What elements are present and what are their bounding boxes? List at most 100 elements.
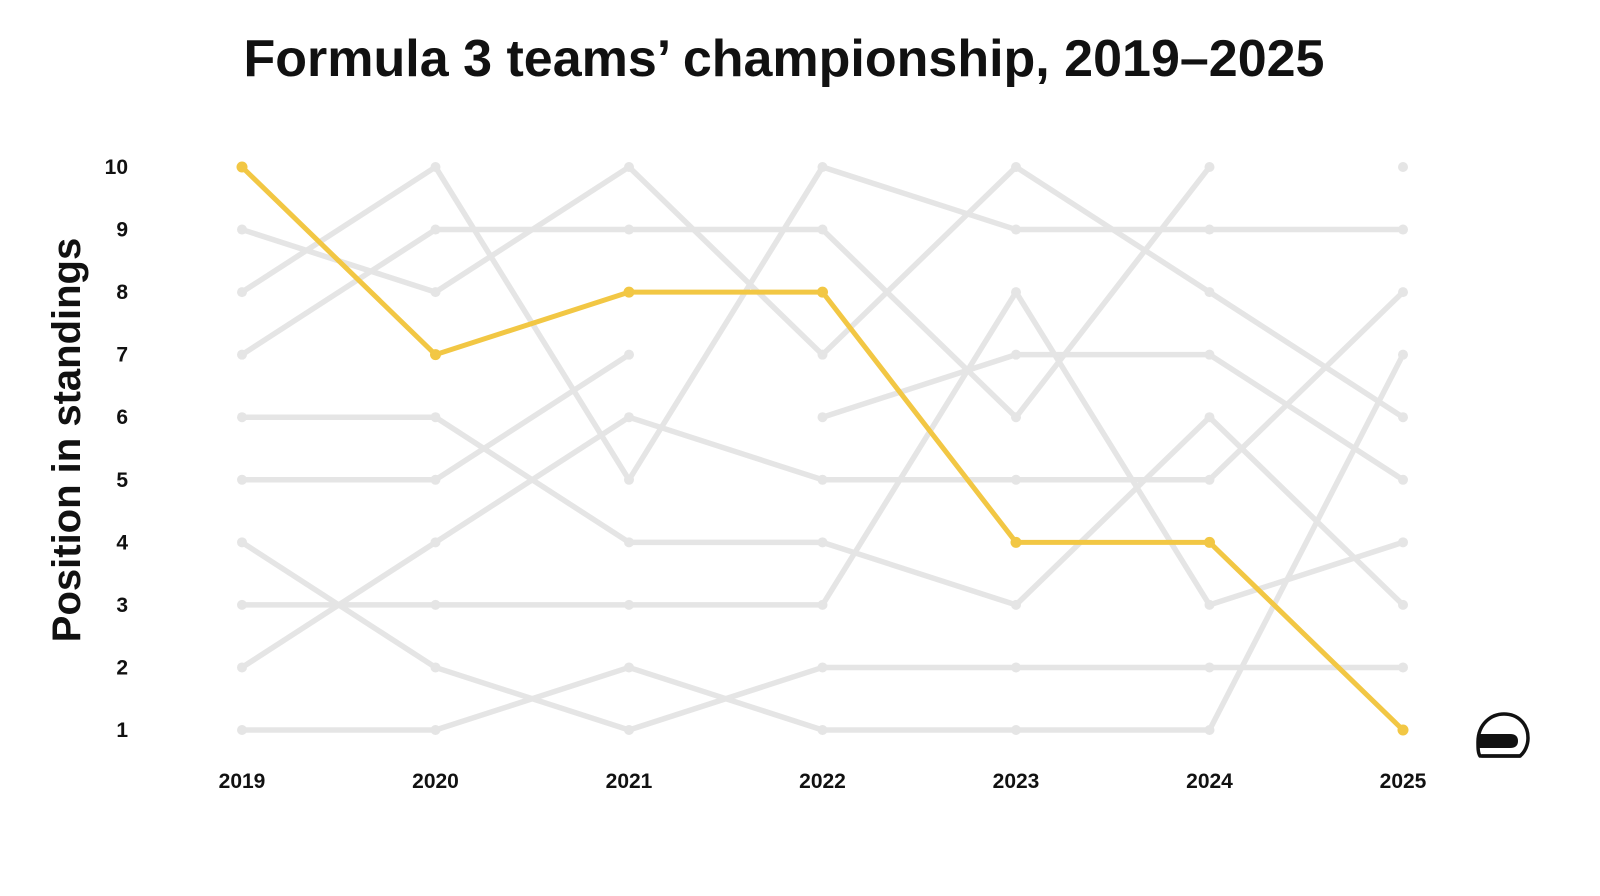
data-point: [624, 474, 634, 485]
data-point: [1011, 287, 1021, 298]
series-segment: [626, 414, 826, 483]
data-point: [624, 412, 634, 423]
series-segment: [432, 664, 632, 733]
series-segment: [239, 226, 439, 358]
x-tick-label: 2025: [1380, 770, 1427, 793]
y-axis-label: Position in standings: [45, 238, 89, 642]
data-point: [817, 349, 828, 360]
x-tick-label: 2019: [219, 770, 266, 793]
x-tick-label: 2022: [799, 770, 846, 793]
data-point: [237, 474, 247, 485]
data-point: [1011, 599, 1021, 610]
y-tick-label: 4: [116, 531, 128, 554]
data-point: [1398, 162, 1408, 172]
series-segment: [1207, 539, 1406, 733]
data-point: [430, 162, 441, 172]
helmet-icon: [1476, 712, 1530, 758]
series-segment: [239, 164, 438, 358]
data-point: [430, 662, 441, 673]
data-point: [1011, 412, 1021, 423]
y-tick-label: 8: [116, 281, 128, 304]
y-tick-label: 7: [116, 344, 128, 367]
series-segment: [432, 414, 632, 546]
data-point: [430, 725, 441, 735]
data-point: [1398, 662, 1408, 673]
data-point: [1398, 412, 1408, 423]
team-line: [237, 162, 1408, 485]
data-point: [1011, 162, 1021, 172]
data-point: [430, 474, 441, 485]
series-segment: [626, 664, 826, 733]
data-point: [817, 224, 828, 235]
data-point: [624, 662, 634, 673]
data-point: [1398, 537, 1408, 548]
series-segment: [1013, 164, 1213, 420]
data-point: [817, 725, 828, 735]
data-point: [1204, 474, 1215, 485]
y-tick-label: 3: [116, 594, 128, 617]
series-segment: [819, 289, 1019, 608]
data-point: [1204, 287, 1215, 298]
series-segment: [1206, 351, 1406, 483]
data-point: [1204, 725, 1215, 735]
team-line: [817, 349, 1408, 485]
data-point: [624, 224, 634, 235]
data-point: [1204, 412, 1215, 423]
data-point: [237, 725, 247, 735]
data-point: [623, 286, 635, 298]
data-point: [1204, 224, 1215, 235]
data-point: [237, 537, 247, 548]
data-point: [430, 349, 441, 361]
series-segment: [820, 289, 1019, 545]
x-tick-label: 2021: [606, 770, 653, 793]
team-line: [237, 349, 634, 485]
team-line: [237, 287, 1408, 673]
series-segment: [433, 289, 632, 358]
team-line: [237, 349, 1408, 735]
data-point: [817, 662, 828, 673]
data-point: [237, 224, 247, 235]
y-tick-label: 6: [116, 406, 128, 429]
y-tick-label: 1: [116, 719, 128, 742]
data-point: [817, 599, 828, 610]
data-point: [817, 286, 828, 298]
series-segment: [819, 226, 1019, 420]
series-segment: [432, 351, 632, 483]
data-point: [1204, 536, 1215, 548]
data-point: [817, 474, 828, 485]
series-segment: [819, 164, 1019, 233]
series-segment: [819, 539, 1019, 608]
data-point: [1398, 224, 1408, 235]
data-point: [237, 599, 247, 610]
y-tick-label: 5: [116, 469, 128, 492]
series-segment: [626, 164, 826, 358]
series-segment: [1013, 289, 1213, 608]
x-tick-label: 2023: [993, 770, 1040, 793]
series-segment: [1206, 351, 1406, 733]
series-segment: [1206, 539, 1406, 608]
data-point: [817, 537, 828, 548]
team-line: [237, 412, 1408, 610]
data-point: [1011, 224, 1021, 235]
data-point: [1398, 474, 1408, 485]
data-point: [1204, 599, 1215, 610]
x-tick-label: 2024: [1186, 770, 1233, 793]
series-segment: [239, 164, 439, 295]
data-point: [1010, 536, 1022, 548]
data-point: [1398, 599, 1408, 610]
y-tick-label: 10: [105, 156, 128, 179]
series-segment: [1206, 289, 1406, 483]
data-point: [430, 287, 441, 298]
data-point: [430, 412, 441, 423]
data-point: [1011, 349, 1021, 360]
data-point: [624, 599, 634, 610]
data-point: [237, 287, 247, 298]
data-point: [817, 162, 828, 172]
team-line: [237, 162, 1215, 423]
data-point: [1398, 287, 1408, 298]
data-point: [237, 662, 247, 673]
series-segment: [1013, 414, 1213, 608]
chart-title: Formula 3 teams’ championship, 2019–2025: [244, 30, 1325, 88]
data-point: [1397, 724, 1409, 736]
